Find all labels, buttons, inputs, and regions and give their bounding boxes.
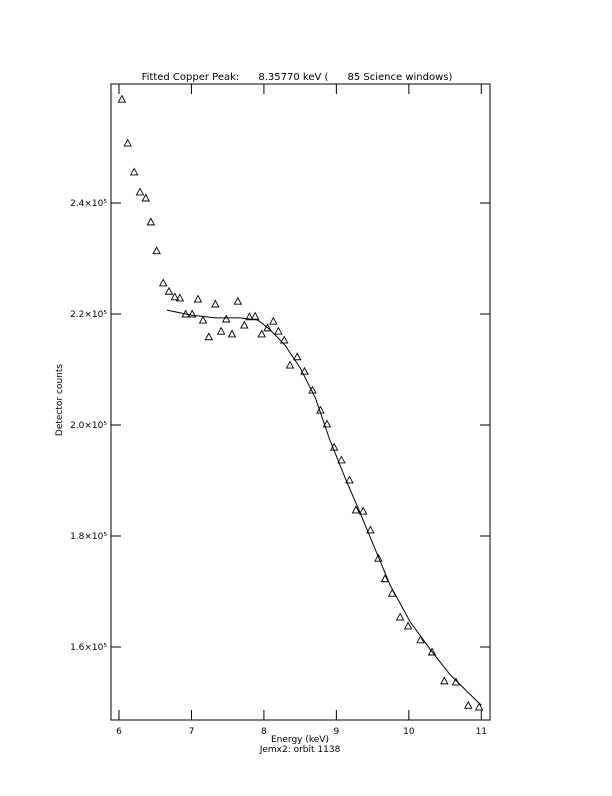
data-point	[263, 323, 272, 332]
data-point	[141, 193, 151, 202]
data-point	[464, 700, 473, 709]
data-point	[269, 316, 278, 325]
data-point	[292, 352, 302, 361]
data-point	[274, 326, 283, 335]
x-tick-label: 11	[476, 727, 487, 737]
data-point	[129, 167, 139, 176]
data-point	[245, 312, 254, 321]
x-axis-label: Energy (keV)	[271, 735, 329, 745]
data-point	[152, 246, 161, 255]
data-point	[233, 296, 243, 305]
x-tick-label: 6	[116, 727, 122, 737]
data-point	[358, 506, 368, 515]
data-point	[164, 286, 174, 295]
y-tick-label: 2.4×10⁵	[70, 199, 107, 209]
data-point	[300, 366, 309, 375]
y-tick-label: 2.2×10⁵	[70, 310, 107, 320]
data-point	[285, 360, 295, 369]
data-point	[146, 217, 156, 226]
data-point	[416, 635, 425, 644]
data-point	[279, 335, 289, 344]
x-tick-label: 8	[261, 727, 267, 737]
data-point	[123, 138, 132, 147]
data-point	[198, 315, 208, 324]
data-point	[158, 278, 168, 287]
y-axis-label: Detector counts	[55, 364, 65, 436]
chart-title: Fitted Copper Peak: 8.35770 keV ( 85 Sci…	[142, 72, 453, 83]
data-point	[227, 329, 237, 338]
data-point	[440, 676, 449, 685]
data-point	[187, 309, 197, 318]
data-point	[135, 187, 145, 196]
data-point	[345, 475, 354, 484]
data-point	[193, 294, 203, 303]
data-point	[380, 574, 390, 583]
data-point	[427, 647, 437, 656]
data-point	[170, 292, 180, 301]
y-tick-label: 2.0×10⁵	[70, 421, 107, 431]
data-point	[204, 332, 214, 341]
data-point	[221, 314, 231, 323]
subtitle: Jemx2: orbit 1138	[259, 745, 341, 755]
x-tick-label: 10	[403, 727, 415, 737]
data-point	[240, 320, 249, 329]
y-tick-label: 1.6×10⁵	[70, 643, 107, 653]
data-point	[374, 553, 383, 562]
y-tick-label: 1.8×10⁵	[70, 532, 107, 542]
data-point	[117, 94, 127, 103]
fit-line	[166, 309, 482, 706]
data-point	[351, 505, 361, 514]
plot-frame	[110, 83, 491, 721]
data-point	[366, 525, 375, 534]
data-point	[403, 621, 413, 630]
x-tick-label: 9	[334, 727, 340, 737]
data-point	[175, 293, 185, 302]
data-point	[211, 299, 220, 308]
data-point	[474, 702, 484, 711]
data-point	[257, 329, 266, 338]
data-point	[250, 311, 260, 320]
data-point	[216, 326, 226, 335]
x-tick-label: 7	[189, 727, 195, 737]
data-point	[337, 455, 346, 464]
data-point	[322, 419, 332, 428]
data-point	[395, 612, 405, 621]
